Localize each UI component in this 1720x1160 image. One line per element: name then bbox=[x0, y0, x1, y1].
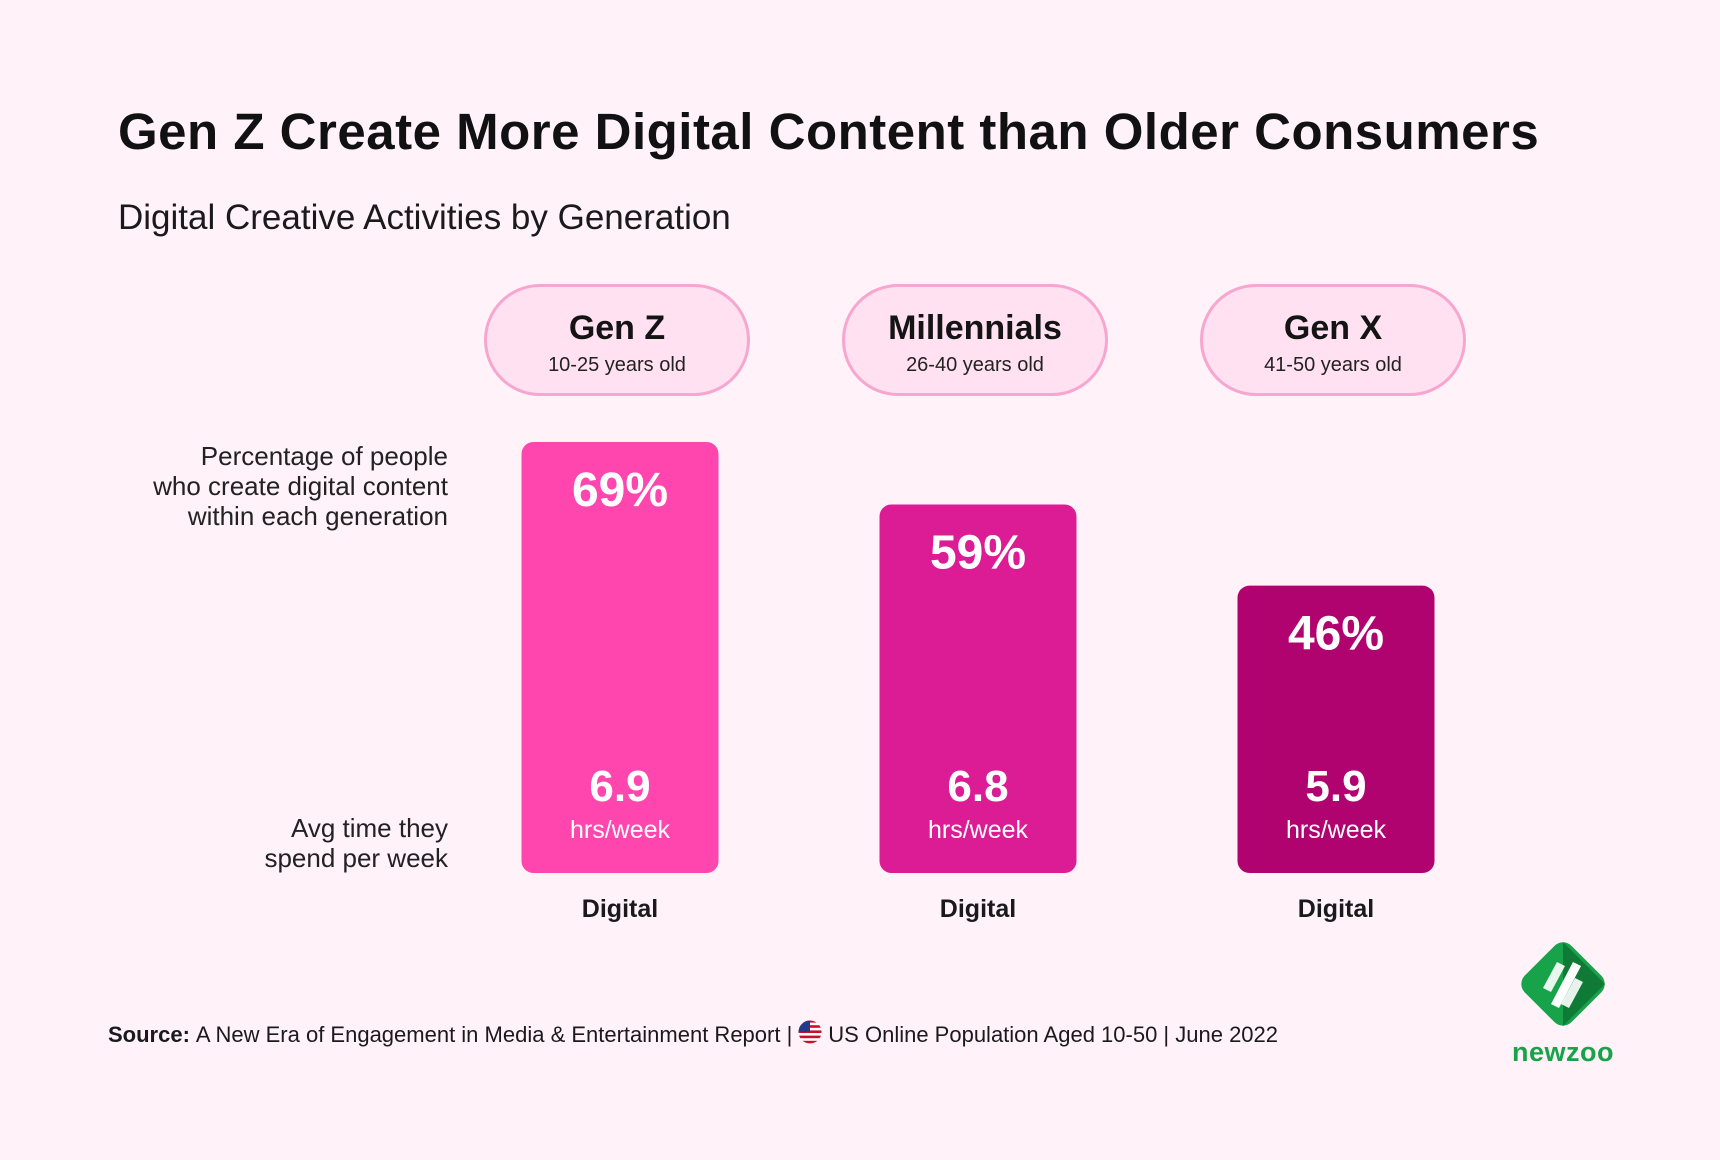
generation-age: 26-40 years old bbox=[906, 354, 1044, 376]
bar-category-label: Digital bbox=[582, 895, 658, 923]
bar-hours-unit: hrs/week bbox=[570, 816, 671, 844]
bar-hours-unit: hrs/week bbox=[928, 816, 1029, 844]
logo-text: newzoo bbox=[1512, 1037, 1614, 1067]
row-label-line: Percentage of people bbox=[200, 441, 448, 471]
generation-age: 41-50 years old bbox=[1264, 354, 1402, 376]
generation-name: Millennials bbox=[888, 309, 1062, 347]
source-footer: Source: A New Era of Engagement in Media… bbox=[108, 1020, 1278, 1050]
bar-percentage-label: 69% bbox=[572, 464, 668, 517]
generation-name: Gen Z bbox=[568, 309, 666, 347]
population-text: US Online Population Aged 10-50 | June 2… bbox=[828, 1022, 1279, 1047]
generation-age: 10-25 years old bbox=[548, 354, 686, 376]
row-label-time: Avg time they spend per week bbox=[264, 813, 448, 873]
row-label-line: within each generation bbox=[187, 501, 448, 531]
bar-hours-value: 6.9 bbox=[589, 762, 650, 811]
row-label-line: Avg time they bbox=[290, 813, 448, 843]
row-label-line: who create digital content bbox=[153, 471, 448, 501]
source-text: A New Era of Engagement in Media & Enter… bbox=[195, 1022, 793, 1047]
generation-pill-gen-x: Gen X 41-50 years old bbox=[1200, 284, 1466, 396]
bar bbox=[879, 504, 1077, 873]
chart-subtitle: Digital Creative Activities by Generatio… bbox=[118, 198, 731, 237]
newzoo-logo: newzoo bbox=[1508, 934, 1618, 1068]
source-label: Source: bbox=[108, 1022, 190, 1047]
bar-hours-unit: hrs/week bbox=[1286, 816, 1387, 844]
newzoo-logo-icon bbox=[1521, 942, 1605, 1026]
bar-hours-value: 6.8 bbox=[947, 762, 1008, 811]
bar-hours-value: 5.9 bbox=[1305, 762, 1366, 811]
generation-pill-gen-z: Gen Z 10-25 years old bbox=[484, 284, 750, 396]
generation-name: Gen X bbox=[1283, 309, 1383, 347]
row-label-line: spend per week bbox=[264, 843, 448, 873]
bar bbox=[521, 442, 719, 873]
bar-category-label: Digital bbox=[940, 895, 1016, 923]
bar bbox=[1237, 585, 1435, 873]
row-label-percentage: Percentage of people who create digital … bbox=[153, 441, 448, 531]
generation-pill-millennials: Millennials 26-40 years old bbox=[842, 284, 1108, 396]
bar-percentage-label: 59% bbox=[930, 526, 1026, 579]
page-title: Gen Z Create More Digital Content than O… bbox=[118, 103, 1540, 160]
us-flag-icon bbox=[798, 1020, 822, 1050]
bar-category-label: Digital bbox=[1298, 895, 1374, 923]
bar-percentage-label: 46% bbox=[1288, 608, 1384, 661]
